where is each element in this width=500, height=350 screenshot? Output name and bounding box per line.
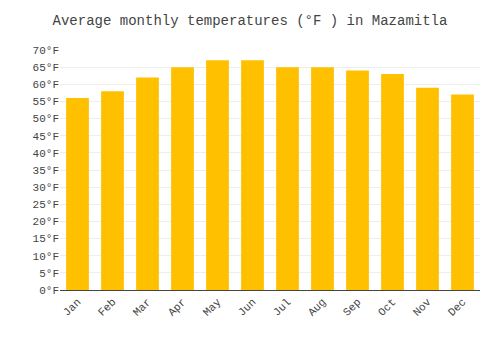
svg-text:Apr: Apr xyxy=(166,296,188,318)
svg-text:55°F: 55°F xyxy=(33,96,59,108)
svg-text:65°F: 65°F xyxy=(33,62,59,74)
svg-text:60°F: 60°F xyxy=(33,79,59,91)
svg-text:Jul: Jul xyxy=(271,296,293,318)
svg-text:45°F: 45°F xyxy=(33,131,59,143)
svg-text:Sep: Sep xyxy=(341,296,363,318)
svg-text:0°F: 0°F xyxy=(39,285,59,297)
svg-text:Jun: Jun xyxy=(236,296,258,318)
svg-text:Feb: Feb xyxy=(96,296,118,318)
svg-text:Average monthly temperatures (: Average monthly temperatures (°F ) in Ma… xyxy=(53,13,448,29)
svg-text:5°F: 5°F xyxy=(39,268,59,280)
svg-text:Oct: Oct xyxy=(376,296,398,318)
svg-text:Jan: Jan xyxy=(61,296,83,318)
svg-text:35°F: 35°F xyxy=(33,165,59,177)
svg-text:May: May xyxy=(201,296,224,319)
svg-text:Dec: Dec xyxy=(446,296,468,318)
svg-text:15°F: 15°F xyxy=(33,233,59,245)
svg-text:Aug: Aug xyxy=(306,296,328,318)
svg-text:70°F: 70°F xyxy=(33,45,59,57)
svg-text:10°F: 10°F xyxy=(33,251,59,263)
svg-text:25°F: 25°F xyxy=(33,199,59,211)
svg-text:Nov: Nov xyxy=(411,296,434,319)
svg-text:50°F: 50°F xyxy=(33,113,59,125)
svg-text:20°F: 20°F xyxy=(33,216,59,228)
svg-text:Mar: Mar xyxy=(131,296,153,318)
svg-text:30°F: 30°F xyxy=(33,182,59,194)
svg-text:40°F: 40°F xyxy=(33,148,59,160)
